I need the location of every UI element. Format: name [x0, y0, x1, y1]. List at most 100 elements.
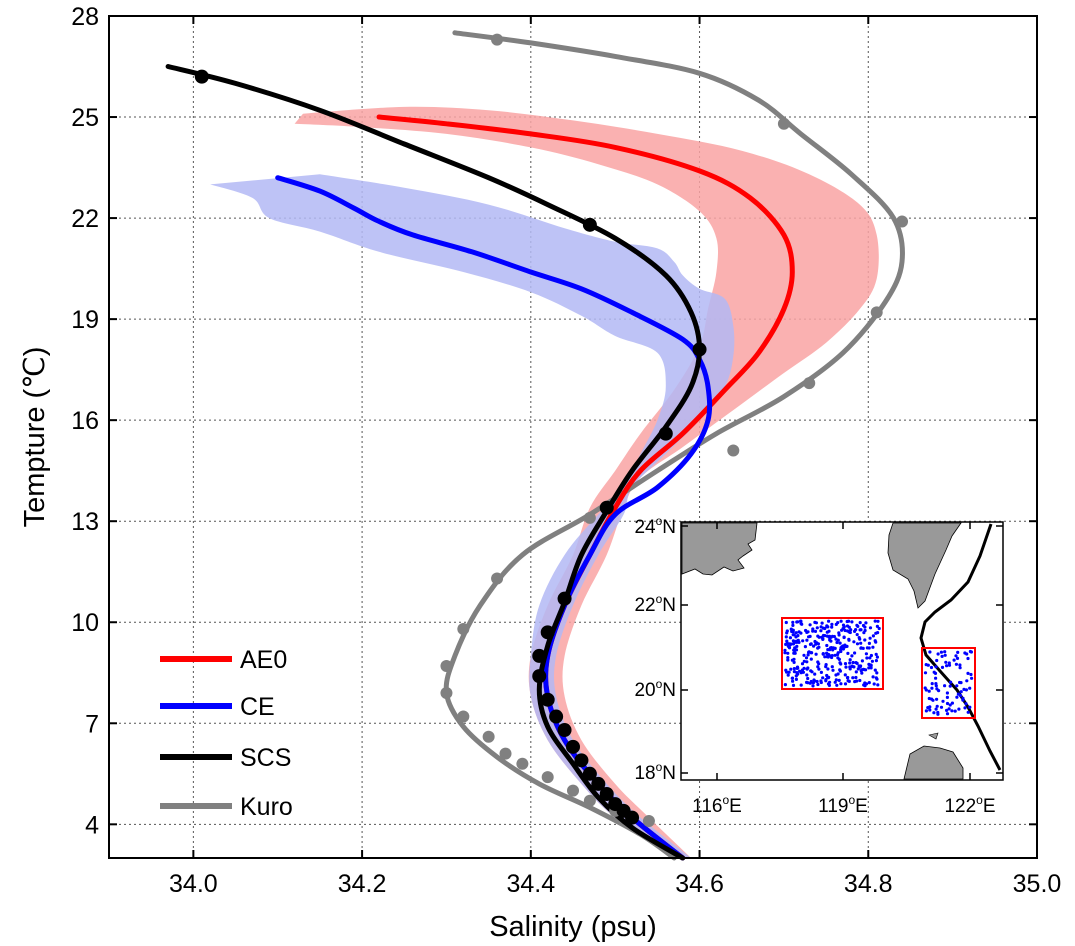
- y-tick-label-0: 4: [85, 811, 99, 839]
- sample-dot-scs-82: [846, 651, 850, 656]
- sample-dot-scs-158: [806, 653, 810, 657]
- sample-dot-scs-352: [853, 680, 857, 684]
- sample-dot-scs-79: [834, 678, 838, 682]
- sample-dot-scs-349: [825, 630, 829, 634]
- sample-dot-scs-57: [791, 620, 795, 625]
- marker-kuro-5: [727, 444, 740, 457]
- sample-dot-scs-357: [828, 638, 832, 642]
- sample-dot-scs-210: [875, 671, 879, 675]
- sample-dot-scs-335: [811, 629, 815, 633]
- sample-dot-scs-246: [875, 677, 879, 681]
- sample-dot-scs-252: [873, 619, 877, 623]
- sample-dot-kuro-76: [931, 698, 935, 702]
- sample-dot-scs-308: [836, 652, 840, 657]
- sample-dot-scs-264: [828, 648, 832, 652]
- sample-dot-scs-285: [817, 662, 821, 666]
- sample-dot-scs-238: [786, 656, 790, 660]
- sample-dot-scs-29: [848, 661, 852, 665]
- marker-kuro-15: [541, 771, 554, 784]
- sample-dot-scs-195: [827, 675, 831, 679]
- sample-dot-kuro-56: [923, 686, 927, 690]
- sample-dot-scs-234: [804, 656, 809, 660]
- sample-dot-scs-319: [861, 623, 866, 628]
- sample-dot-scs-192: [827, 635, 831, 639]
- sample-dot-kuro-26: [943, 684, 947, 688]
- sample-dot-kuro-13: [936, 712, 940, 716]
- sample-dot-scs-303: [796, 672, 800, 676]
- sample-dot-scs-103: [786, 644, 790, 648]
- sample-dot-scs-219: [792, 648, 796, 652]
- sample-dot-scs-203: [783, 648, 787, 652]
- sample-dot-scs-339: [849, 628, 853, 632]
- sample-dot-scs-266: [817, 635, 821, 639]
- sample-dot-scs-117: [868, 626, 873, 630]
- inset-lon-label-122: 122oE: [944, 793, 995, 817]
- sample-dot-kuro-72: [963, 651, 967, 655]
- inset-map-ticks: [681, 522, 1003, 780]
- sample-dot-scs-136: [809, 657, 813, 661]
- sample-dot-scs-325: [859, 669, 863, 673]
- sample-dot-scs-204: [852, 640, 856, 644]
- sample-dot-scs-51: [868, 636, 872, 640]
- sample-dot-kuro-88: [943, 650, 947, 654]
- sample-dot-scs-86: [830, 665, 834, 669]
- sample-dot-kuro-71: [968, 686, 972, 690]
- sample-dot-kuro-69: [935, 687, 939, 691]
- sample-dot-scs-100: [802, 653, 806, 657]
- x-tick-label-5: 35.0: [1013, 870, 1062, 898]
- sample-dot-scs-214: [865, 646, 870, 650]
- sample-dot-scs-194: [841, 647, 846, 651]
- sample-dot-scs-322: [824, 679, 828, 683]
- sample-dot-kuro-54: [945, 708, 949, 713]
- sample-dot-scs-93: [854, 670, 858, 674]
- sample-dot-scs-143: [833, 653, 837, 657]
- sample-dot-scs-348: [842, 635, 846, 640]
- sample-dot-scs-78: [825, 643, 829, 648]
- sample-dot-scs-231: [785, 631, 789, 635]
- sample-dot-kuro-23: [932, 670, 936, 674]
- sample-dot-scs-240: [873, 639, 877, 643]
- sample-dot-scs-316: [845, 676, 850, 680]
- sample-dot-scs-217: [837, 657, 842, 662]
- y-tick-label-4: 16: [71, 407, 99, 435]
- sample-dot-scs-281: [789, 627, 793, 631]
- sample-dot-scs-229: [854, 675, 858, 680]
- sample-dot-scs-326: [859, 664, 863, 668]
- sample-dot-kuro-2: [936, 652, 940, 656]
- marker-kuro-19: [642, 814, 655, 827]
- sample-dot-scs-284: [851, 676, 855, 680]
- sample-dot-kuro-42: [945, 664, 949, 668]
- sample-dot-kuro-86: [965, 679, 969, 683]
- sample-dot-scs-115: [789, 667, 793, 671]
- sample-dot-scs-91: [875, 655, 880, 659]
- sample-dot-kuro-41: [941, 699, 945, 703]
- sample-dot-scs-257: [836, 672, 840, 676]
- sample-dot-kuro-21: [928, 705, 932, 709]
- marker-scs-8: [532, 669, 547, 684]
- marker-kuro-8: [457, 622, 470, 635]
- sample-dot-scs-263: [877, 626, 881, 631]
- sample-dot-kuro-83: [958, 663, 962, 667]
- kuroshio-path: [919, 523, 1002, 771]
- sample-dot-kuro-62: [923, 671, 928, 675]
- sample-dot-scs-173: [841, 623, 846, 627]
- sample-dot-scs-276: [863, 681, 867, 685]
- sample-dot-kuro-67: [957, 707, 961, 711]
- x-axis-title: Salinity (psu): [489, 911, 657, 943]
- band-ae0: [294, 106, 879, 859]
- marker-kuro-2: [896, 215, 909, 228]
- sample-dot-scs-358: [873, 668, 877, 672]
- sample-dot-scs-11: [872, 682, 876, 686]
- marker-kuro-0: [491, 33, 504, 46]
- marker-scs-12: [566, 739, 580, 754]
- sample-dot-scs-205: [786, 651, 790, 655]
- sample-dot-scs-138: [874, 659, 879, 663]
- sample-dot-scs-267: [806, 630, 810, 634]
- sample-dot-scs-22: [806, 676, 810, 681]
- sample-dot-scs-321: [838, 661, 842, 665]
- sample-dot-scs-211: [871, 634, 876, 638]
- marker-scs-6: [540, 625, 555, 640]
- sample-dot-kuro-6: [934, 665, 938, 669]
- inset-lat-label-22: 22oN: [634, 592, 676, 616]
